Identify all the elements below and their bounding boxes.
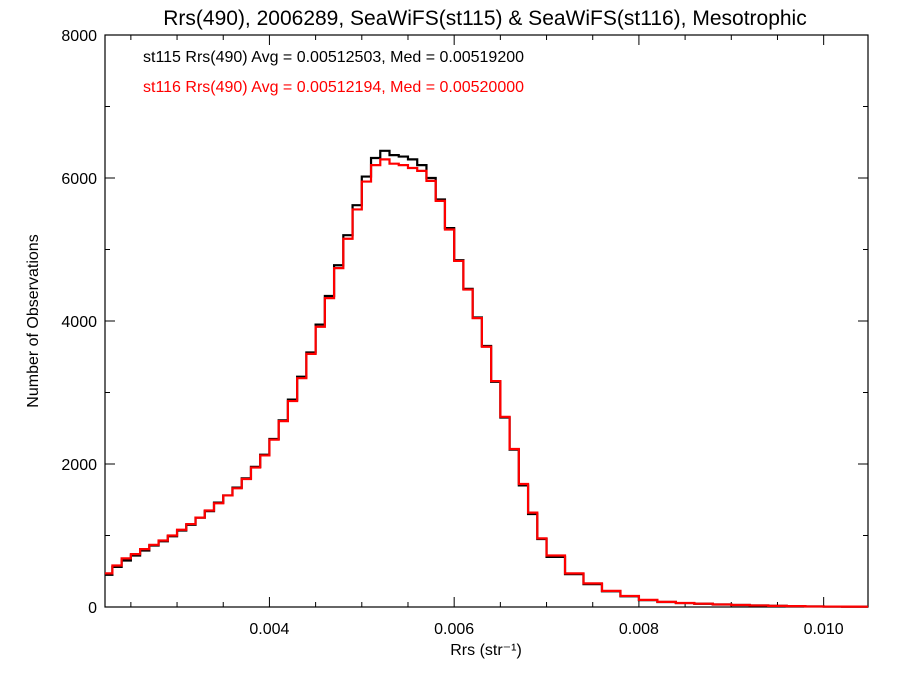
y-axis-label: Number of Observations — [25, 234, 42, 407]
y-tick-label: 2000 — [61, 457, 97, 474]
chart-title: Rrs(490), 2006289, SeaWiFS(st115) & SeaW… — [163, 7, 806, 30]
x-tick-label: 0.010 — [804, 621, 844, 638]
series-layer — [105, 149, 868, 608]
plot-frame — [104, 34, 869, 608]
axis-ticks: 0.004 0.006 0.008 0.010 0 2000 4000 6000 8000 — [61, 28, 868, 638]
x-axis-label: Rrs (str⁻¹) — [450, 642, 522, 659]
y-tick-label: 8000 — [61, 28, 97, 45]
series-line-st115 — [105, 149, 868, 608]
series-stats-st116: st116 Rrs(490) Avg = 0.00512194, Med = 0… — [143, 79, 524, 96]
x-tick-label: 0.006 — [434, 621, 474, 638]
series-line-st116 — [105, 158, 868, 608]
x-tick-label: 0.004 — [249, 621, 289, 638]
y-tick-label: 6000 — [61, 171, 97, 188]
series-stats-st115: st115 Rrs(490) Avg = 0.00512503, Med = 0… — [143, 49, 524, 66]
y-tick-label: 4000 — [61, 314, 97, 331]
x-tick-label: 0.008 — [619, 621, 659, 638]
y-tick-label: 0 — [88, 600, 97, 617]
